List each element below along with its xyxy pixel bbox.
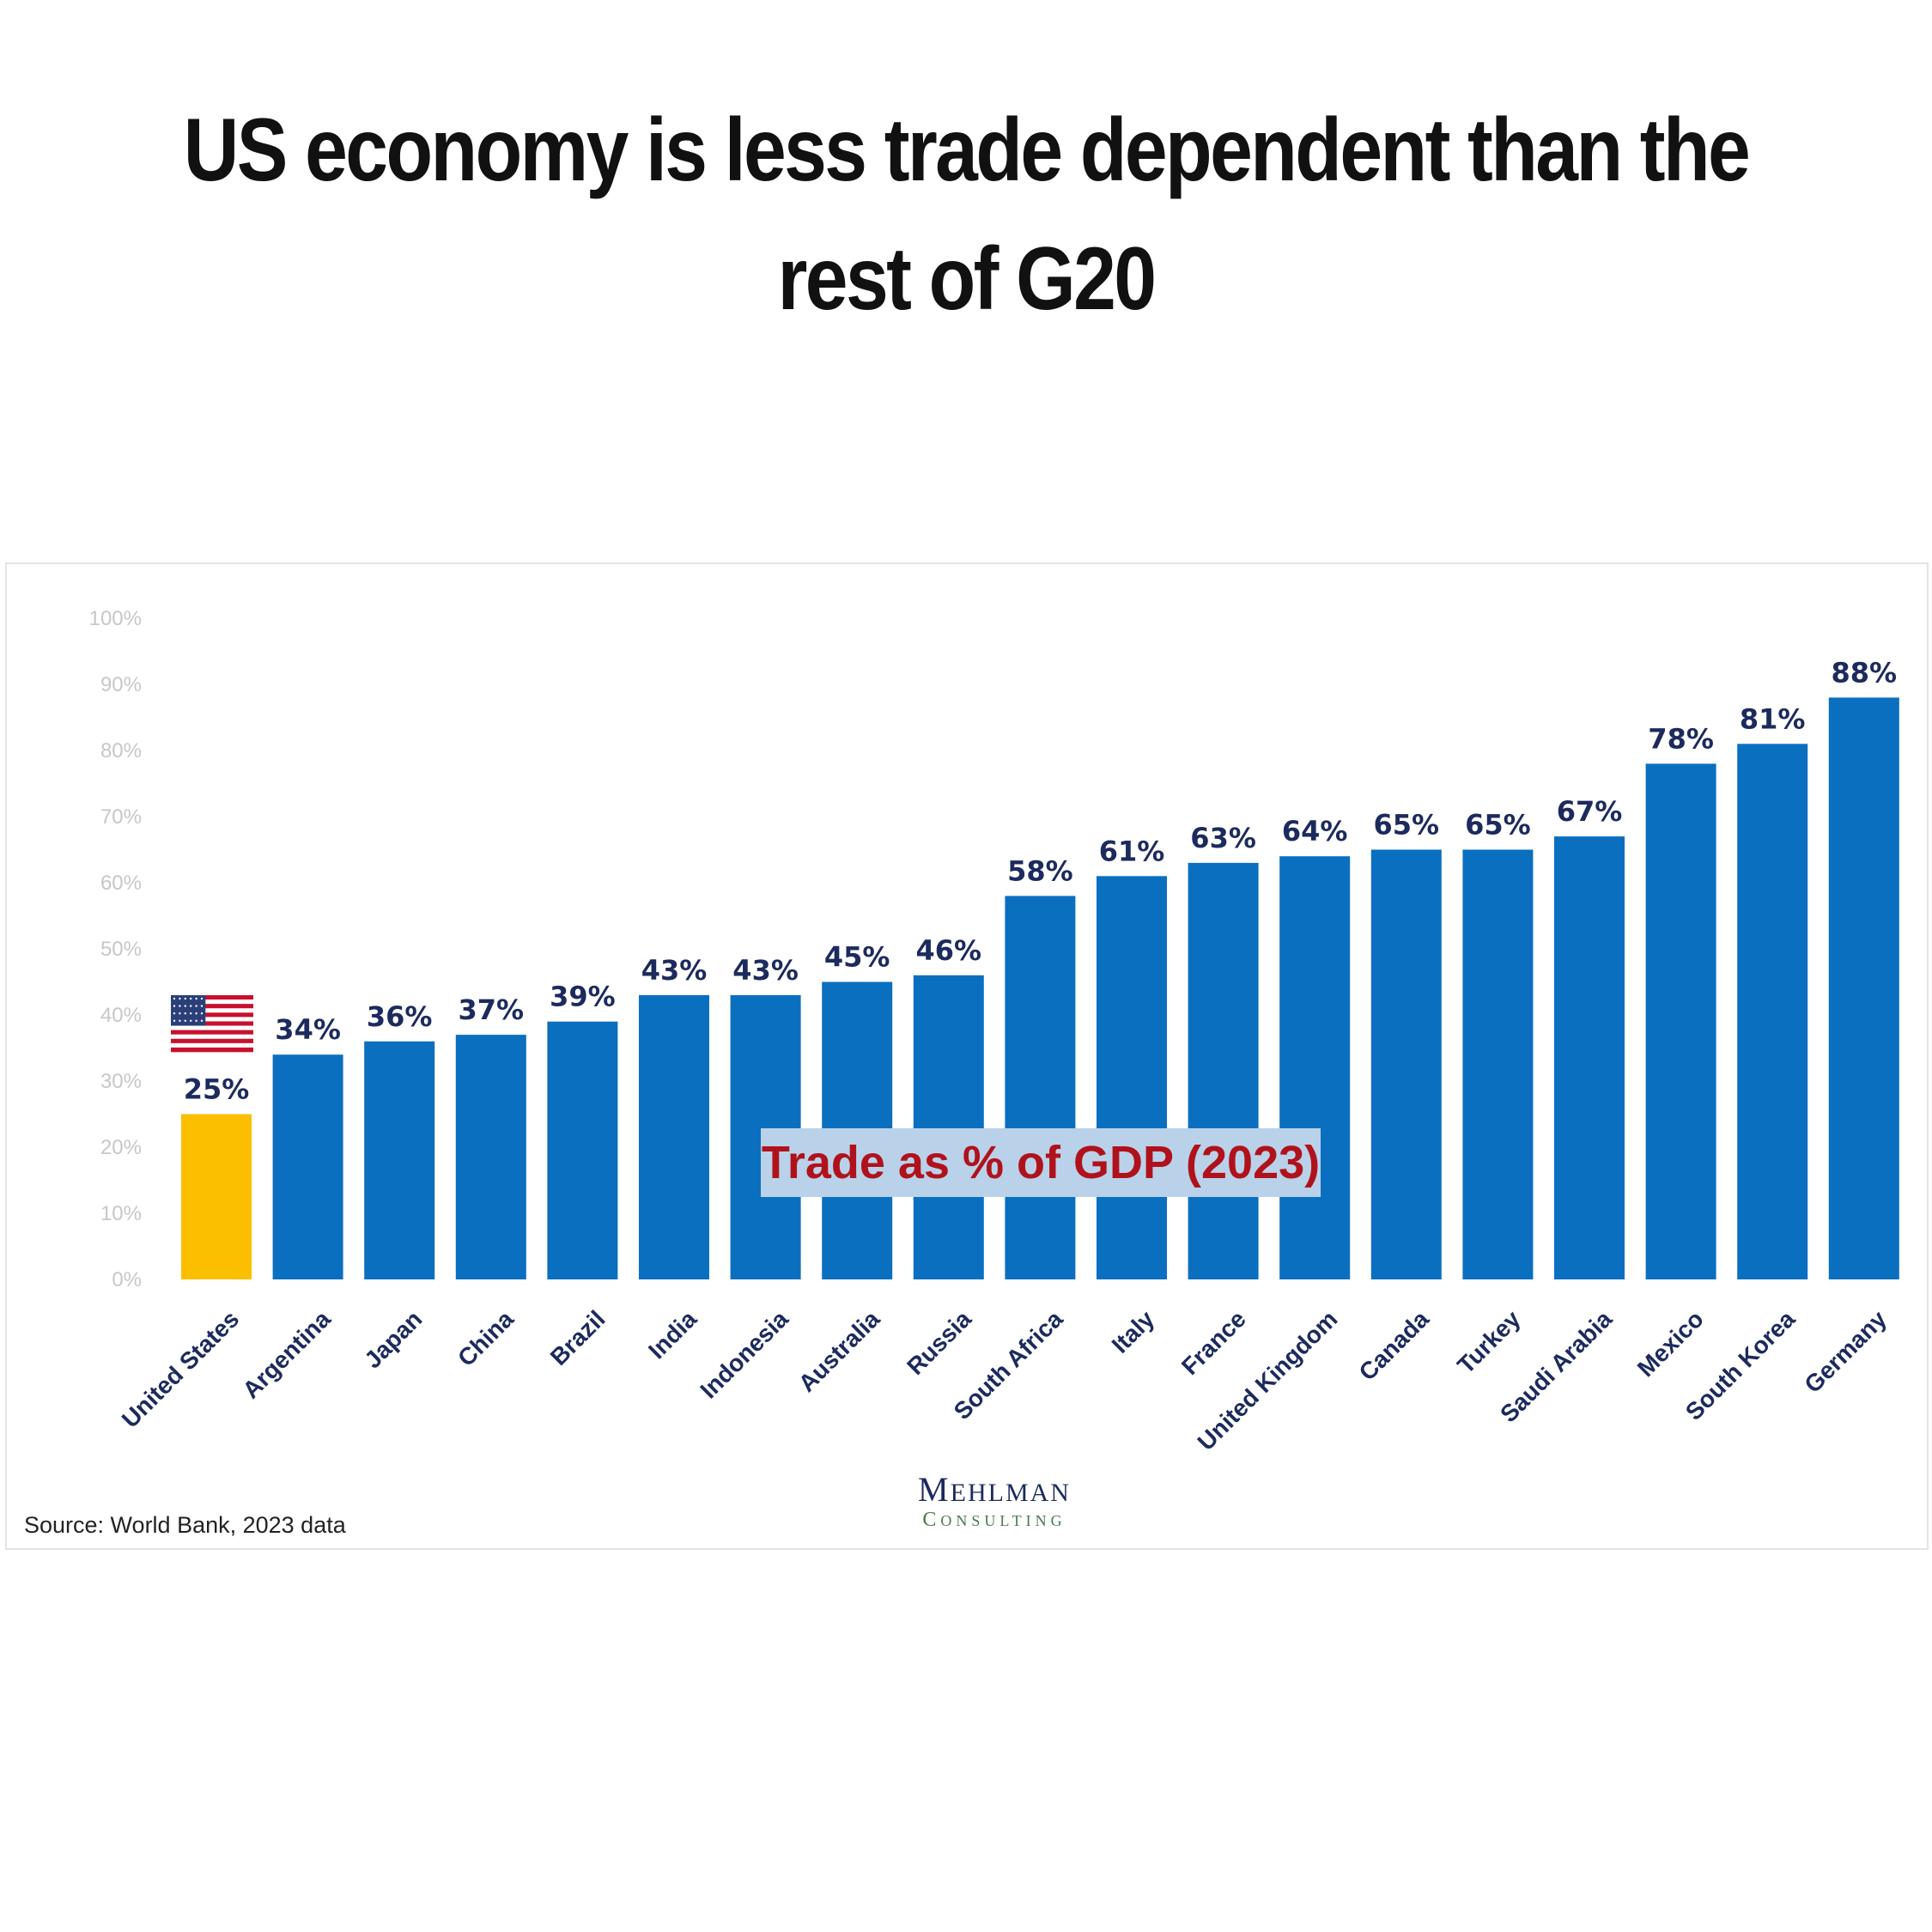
value-label: 63% xyxy=(1190,822,1256,854)
value-labels: 25% 34% 36% 37% 39% 43% 43% 45% 46% 58% 61% 63% 64% 6… xyxy=(184,656,1897,1105)
value-label: 81% xyxy=(1740,702,1806,735)
y-tick-label: 70% xyxy=(100,805,142,829)
value-label: 43% xyxy=(732,954,799,987)
mehlman-logo: MEHLMAN CONSULTING xyxy=(918,1470,1071,1531)
y-tick-label: 50% xyxy=(100,938,142,961)
y-tick-label: 0% xyxy=(112,1268,142,1291)
annotation-text: Trade as % of GDP (2023) xyxy=(762,1137,1320,1188)
value-label: 88% xyxy=(1832,656,1898,689)
bar-france xyxy=(1188,862,1259,1279)
headline: US economy is less trade dependent than … xyxy=(183,100,1751,329)
value-label: 65% xyxy=(1465,809,1531,841)
category-label: Canada xyxy=(1354,1305,1435,1386)
bar-mexico xyxy=(1645,763,1716,1279)
category-label: Turkey xyxy=(1452,1305,1526,1379)
bar-brazil xyxy=(547,1021,618,1279)
value-label: 58% xyxy=(1007,854,1073,887)
bar-argentina xyxy=(272,1054,343,1279)
value-label: 78% xyxy=(1648,722,1714,755)
category-label: Argentina xyxy=(238,1305,337,1404)
y-tick-label: 30% xyxy=(100,1070,142,1093)
bar-japan xyxy=(364,1041,435,1279)
y-tick-label: 100% xyxy=(89,607,142,630)
value-label: 25% xyxy=(184,1073,250,1106)
category-label: Germany xyxy=(1799,1305,1892,1398)
bar-saudi-arabia xyxy=(1554,836,1625,1279)
category-label: France xyxy=(1176,1305,1251,1380)
value-label: 36% xyxy=(367,1000,433,1033)
category-label: Australia xyxy=(793,1305,885,1397)
category-label: Mexico xyxy=(1632,1305,1709,1382)
value-label: 45% xyxy=(824,941,890,974)
value-label: 34% xyxy=(275,1013,341,1046)
y-tick-label: 10% xyxy=(100,1202,142,1225)
category-label: Russia xyxy=(902,1305,976,1380)
category-label: Indonesia xyxy=(696,1305,794,1404)
logo-line2: CONSULTING xyxy=(922,1509,1066,1531)
chart-card: 0% 10% 20% 30% 40% 50% 60% 70% 80% 90% 100% 25% 34%… xyxy=(5,562,1929,1550)
bar-united-states xyxy=(181,1114,252,1279)
bar-canada xyxy=(1370,849,1442,1279)
category-label: China xyxy=(453,1305,519,1371)
y-tick-label: 90% xyxy=(100,673,142,696)
category-label: United States xyxy=(117,1305,244,1432)
us-flag-icon xyxy=(171,995,253,1053)
category-label: Brazil xyxy=(545,1305,611,1370)
bar-south-korea xyxy=(1737,744,1808,1279)
category-label: Italy xyxy=(1107,1305,1160,1358)
category-label: Japan xyxy=(359,1305,427,1373)
bar-united-kingdom xyxy=(1279,856,1351,1279)
bar-italy xyxy=(1097,876,1167,1279)
logo-line1: MEHLMAN xyxy=(918,1470,1071,1509)
bar-russia xyxy=(913,975,984,1279)
value-label: 37% xyxy=(459,993,525,1026)
value-label: 46% xyxy=(916,934,982,967)
source-note: Source: World Bank, 2023 data xyxy=(24,1512,347,1538)
value-label: 67% xyxy=(1557,795,1623,828)
y-tick-label: 40% xyxy=(100,1004,142,1027)
value-label: 64% xyxy=(1282,815,1348,848)
y-tick-label: 80% xyxy=(100,739,142,762)
bar-south-africa xyxy=(1005,896,1076,1279)
category-label: India xyxy=(643,1305,702,1364)
value-label: 65% xyxy=(1374,809,1440,841)
value-label: 39% xyxy=(550,981,616,1013)
chart-annotation: Trade as % of GDP (2023) xyxy=(761,1128,1321,1197)
value-label: 61% xyxy=(1099,835,1165,867)
y-tick-label: 20% xyxy=(100,1136,142,1159)
y-tick-label: 60% xyxy=(100,872,142,895)
bar-chart: 0% 10% 20% 30% 40% 50% 60% 70% 80% 90% 100% 25% 34%… xyxy=(24,607,1899,1538)
bar-turkey xyxy=(1462,849,1534,1279)
y-axis-ticks: 0% 10% 20% 30% 40% 50% 60% 70% 80% 90% 100% xyxy=(89,607,142,1291)
bars xyxy=(181,697,1899,1279)
bar-india xyxy=(639,994,709,1279)
bar-germany xyxy=(1828,697,1899,1279)
value-label: 43% xyxy=(641,954,708,987)
bar-china xyxy=(455,1035,526,1279)
